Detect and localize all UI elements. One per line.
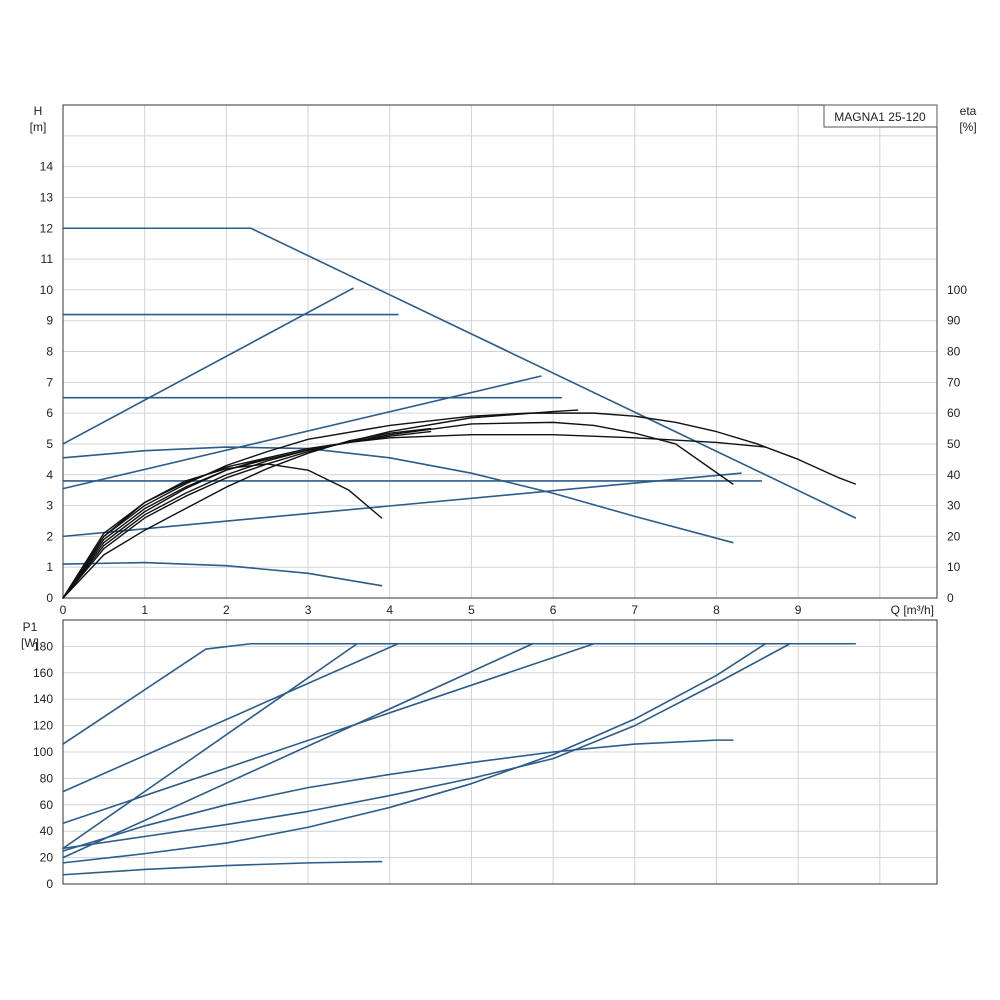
system-curve <box>62 472 742 538</box>
y-tick-label: 7 <box>46 375 53 389</box>
y-axis-unit: [m] <box>30 120 47 134</box>
y-tick-label: 2 <box>46 529 53 543</box>
y-tick-label: 11 <box>41 252 54 266</box>
x-tick-label: 2 <box>223 603 230 617</box>
y2-tick-label: 70 <box>947 375 961 389</box>
power-panel: 0 20 40 60 80 100 120 140 160 180 P1 [W] <box>21 619 938 891</box>
power-curve <box>62 642 534 859</box>
system-curve <box>62 287 354 445</box>
power-y-tick-label: 180 <box>33 639 53 653</box>
head-curve <box>62 561 383 587</box>
power-y-tick-label: 160 <box>33 666 53 680</box>
y-tick-label: 6 <box>46 406 53 420</box>
power-curve <box>62 739 734 852</box>
power-tick-labels: 0 20 40 60 80 100 120 140 160 180 <box>33 639 53 891</box>
power-y-tick-label: 80 <box>40 771 54 785</box>
x-tick-label: 4 <box>386 603 393 617</box>
power-curve <box>62 642 767 864</box>
power-y-tick-label: 40 <box>40 824 54 838</box>
head-efficiency-panel: 0 1 2 3 4 5 6 7 8 9012345678910111213140102030405… <box>30 104 977 617</box>
power-grid <box>62 619 937 885</box>
eta-curve <box>62 427 432 599</box>
head-efficiency-series <box>62 227 857 599</box>
power-y-tick-label: 120 <box>33 719 53 733</box>
y-tick-label: 12 <box>40 221 54 235</box>
x-tick-label: 9 <box>795 603 802 617</box>
eta-curve <box>62 433 767 599</box>
chart-title: MAGNA1 25-120 <box>834 110 926 124</box>
x-tick-label: 8 <box>713 603 720 617</box>
y2-tick-label: 0 <box>947 591 954 605</box>
y-tick-label: 9 <box>46 314 53 328</box>
power-curve <box>62 642 595 825</box>
power-y-tick-label: 20 <box>40 851 54 865</box>
head-curve <box>62 227 857 519</box>
power-curve <box>62 860 383 876</box>
y2-tick-label: 40 <box>947 468 961 482</box>
x-axis-label: Q [m³/h] <box>891 603 934 617</box>
y-tick-label: 5 <box>46 437 53 451</box>
x-tick-label: 0 <box>60 603 67 617</box>
power-y-tick-label: 140 <box>33 692 53 706</box>
y-tick-label: 13 <box>40 190 54 204</box>
x-tick-label: 1 <box>141 603 148 617</box>
y-tick-label: 3 <box>46 499 53 513</box>
y2-tick-label: 30 <box>947 499 961 513</box>
eta-curve <box>62 430 432 599</box>
y-tick-label: 4 <box>46 468 53 482</box>
eta-curve <box>62 412 857 599</box>
y2-axis-unit: [%] <box>959 120 976 134</box>
y2-tick-label: 50 <box>947 437 961 451</box>
x-tick-label: 7 <box>631 603 638 617</box>
head-efficiency-plot-frame <box>62 104 938 599</box>
x-tick-label: 5 <box>468 603 475 617</box>
y-tick-label: 8 <box>46 345 53 359</box>
y2-tick-label: 10 <box>947 560 961 574</box>
y-tick-label: 0 <box>46 591 53 605</box>
power-curve <box>62 642 358 850</box>
y2-tick-label: 80 <box>947 345 961 359</box>
power-curve <box>62 642 399 793</box>
power-plot-frame <box>62 619 938 885</box>
y-tick-label: 14 <box>40 160 54 174</box>
eta-curve <box>62 463 383 599</box>
y-tick-label: 10 <box>40 283 54 297</box>
system-curve <box>62 375 542 490</box>
head-efficiency-tick-labels: 0 1 2 3 4 5 6 7 8 9012345678910111213140102030405… <box>40 160 968 617</box>
model-label-box: MAGNA1 25-120 <box>823 104 938 128</box>
power-y-axis-unit: [W] <box>21 636 39 650</box>
power-series <box>62 642 857 876</box>
power-y-axis-label: P1 <box>23 620 38 634</box>
power-y-tick-label: 0 <box>46 877 53 891</box>
eta-curve <box>62 457 268 599</box>
y2-tick-label: 60 <box>947 406 961 420</box>
x-tick-label: 6 <box>550 603 557 617</box>
power-curve <box>62 642 791 850</box>
power-curve <box>62 642 857 745</box>
eta-curve <box>62 421 734 599</box>
y2-tick-label: 20 <box>947 529 961 543</box>
y2-tick-label: 100 <box>947 283 967 297</box>
power-y-tick-label: 60 <box>40 798 54 812</box>
y2-tick-label: 90 <box>947 314 961 328</box>
eta-curve <box>62 409 579 599</box>
x-tick-label: 3 <box>305 603 312 617</box>
power-y-tick-label: 100 <box>33 745 53 759</box>
y-axis-label: H <box>34 104 43 118</box>
y2-axis-label: eta <box>960 104 977 118</box>
y-tick-label: 1 <box>46 560 53 574</box>
head-curve <box>62 446 734 544</box>
